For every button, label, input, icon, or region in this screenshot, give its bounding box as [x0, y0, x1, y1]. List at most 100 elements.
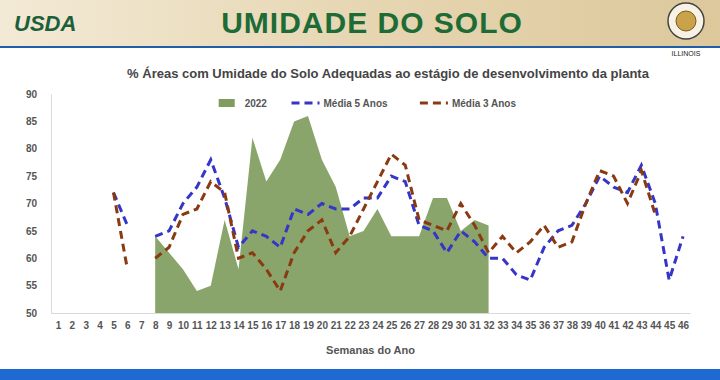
y-tick: 90	[26, 89, 51, 100]
seal-inner	[676, 11, 696, 31]
seal-label: ILLINOIS	[672, 50, 701, 57]
x-tick: 23	[358, 313, 370, 331]
x-tick-label: 20	[317, 320, 329, 331]
x-tick: 46	[678, 313, 690, 331]
x-tick-label: 5	[111, 320, 117, 331]
y-tick: 85	[26, 116, 51, 127]
x-tick: 6	[125, 313, 131, 331]
x-tick: 22	[345, 313, 357, 331]
x-tick: 41	[609, 313, 621, 331]
x-tick-label: 1	[56, 320, 62, 331]
x-tick-label: 45	[664, 320, 676, 331]
x-tick: 27	[414, 313, 426, 331]
x-axis-line	[52, 313, 691, 314]
x-tick: 29	[442, 313, 454, 331]
x-tick-label: 42	[622, 320, 634, 331]
y-tick: 50	[26, 308, 51, 319]
chart-svg: USDAUMIDADE DO SOLOILLINOIS% Áreas com U…	[0, 0, 720, 380]
x-tick: 43	[636, 313, 648, 331]
x-tick: 32	[484, 313, 496, 331]
x-tick-label: 41	[609, 320, 621, 331]
y-tick-label: 90	[26, 89, 38, 100]
y-tick: 55	[26, 280, 51, 291]
x-tick-label: 17	[275, 320, 287, 331]
y-axis: 50 55 60 65 70 75 80 85 90	[26, 89, 52, 319]
x-tick-label: 37	[553, 320, 565, 331]
footer-bar	[0, 369, 720, 380]
x-tick-label: 2	[70, 320, 76, 331]
legend-label: 2022	[245, 98, 268, 109]
x-tick-label: 4	[97, 320, 103, 331]
x-tick-label: 7	[139, 320, 145, 331]
x-tick-label: 29	[442, 320, 454, 331]
y-tick-label: 60	[26, 253, 38, 264]
x-tick: 37	[553, 313, 565, 331]
x-tick: 16	[261, 313, 273, 331]
y-tick-label: 65	[26, 226, 38, 237]
x-tick: 42	[622, 313, 634, 331]
x-tick-label: 40	[595, 320, 607, 331]
y-tick-label: 75	[26, 171, 38, 182]
x-tick: 4	[97, 313, 103, 331]
y-tick: 75	[26, 171, 51, 182]
x-axis-title: Semanas do Ano	[326, 344, 415, 356]
x-tick-label: 23	[358, 320, 370, 331]
x-tick: 13	[220, 313, 232, 331]
x-tick-label: 34	[511, 320, 523, 331]
y-tick-label: 55	[26, 280, 38, 291]
x-tick-label: 38	[567, 320, 579, 331]
x-tick-label: 25	[386, 320, 398, 331]
legend: 2022 Média 5 Anos Média 3 Anos	[219, 98, 517, 109]
x-tick: 34	[511, 313, 523, 331]
x-tick: 5	[111, 313, 117, 331]
x-tick-label: 11	[192, 320, 203, 331]
x-tick-label: 12	[206, 320, 218, 331]
line-series	[155, 160, 683, 280]
x-tick-label: 33	[497, 320, 509, 331]
x-tick: 15	[247, 313, 259, 331]
legend-label: Média 3 Anos	[452, 98, 517, 109]
x-tick: 39	[581, 313, 593, 331]
x-tick-label: 39	[581, 320, 593, 331]
x-tick-label: 8	[153, 320, 159, 331]
plot-area	[114, 116, 684, 313]
x-tick-label: 14	[233, 320, 245, 331]
y-tick-label: 50	[26, 308, 38, 319]
y-tick-label: 85	[26, 116, 38, 127]
x-tick-label: 26	[400, 320, 412, 331]
x-tick: 35	[525, 313, 537, 331]
line-series	[114, 193, 128, 270]
y-tick: 60	[26, 253, 51, 264]
x-tick: 18	[289, 313, 301, 331]
x-tick: 28	[428, 313, 440, 331]
x-tick-label: 16	[261, 320, 273, 331]
x-tick: 38	[567, 313, 579, 331]
chart-title: % Áreas com Umidade do Solo Adequadas ao…	[127, 66, 650, 81]
x-tick: 11	[192, 313, 203, 331]
x-tick: 1	[56, 313, 62, 331]
x-tick: 40	[595, 313, 607, 331]
x-tick-label: 19	[303, 320, 315, 331]
x-tick-label: 30	[456, 320, 468, 331]
x-tick: 19	[303, 313, 315, 331]
y-tick: 65	[26, 226, 51, 237]
x-tick: 9	[167, 313, 173, 331]
x-tick: 44	[650, 313, 662, 331]
x-tick-label: 10	[178, 320, 190, 331]
x-tick: 3	[83, 313, 89, 331]
x-tick: 30	[456, 313, 468, 331]
x-tick-label: 31	[470, 320, 482, 331]
y-tick: 80	[26, 143, 51, 154]
x-tick-label: 18	[289, 320, 301, 331]
legend-label: Média 5 Anos	[324, 98, 389, 109]
y-tick-label: 80	[26, 143, 38, 154]
y-axis-line	[51, 95, 52, 314]
x-tick-label: 43	[636, 320, 648, 331]
x-tick: 36	[539, 313, 551, 331]
x-tick: 14	[233, 313, 245, 331]
y-tick-label: 70	[26, 198, 38, 209]
x-tick: 45	[664, 313, 676, 331]
x-tick: 7	[139, 313, 145, 331]
x-tick: 26	[400, 313, 412, 331]
line-series	[155, 154, 655, 291]
